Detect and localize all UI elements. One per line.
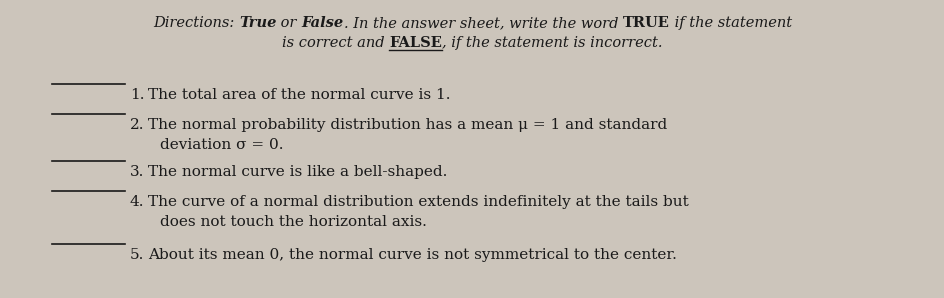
- Text: , if the statement is incorrect.: , if the statement is incorrect.: [442, 36, 662, 50]
- Text: True: True: [239, 16, 277, 30]
- Text: About its mean 0, the normal curve is not symmetrical to the center.: About its mean 0, the normal curve is no…: [148, 248, 676, 262]
- Text: 1.: 1.: [130, 88, 144, 102]
- Text: FALSE: FALSE: [389, 36, 442, 50]
- Text: The total area of the normal curve is 1.: The total area of the normal curve is 1.: [148, 88, 450, 102]
- Text: The normal curve is like a bell-shaped.: The normal curve is like a bell-shaped.: [148, 165, 447, 179]
- Text: The normal probability distribution has a mean μ = 1 and standard: The normal probability distribution has …: [148, 118, 666, 132]
- Text: deviation σ = 0.: deviation σ = 0.: [160, 138, 283, 152]
- Text: 3.: 3.: [130, 165, 144, 179]
- Text: TRUE: TRUE: [622, 16, 669, 30]
- Text: does not touch the horizontal axis.: does not touch the horizontal axis.: [160, 215, 427, 229]
- Text: 5.: 5.: [130, 248, 144, 262]
- Text: Directions:: Directions:: [153, 16, 239, 30]
- Text: or: or: [277, 16, 301, 30]
- Text: False: False: [301, 16, 344, 30]
- Text: 4.: 4.: [130, 195, 144, 209]
- Text: is correct and: is correct and: [282, 36, 389, 50]
- Text: 2.: 2.: [130, 118, 144, 132]
- Text: . In the answer sheet, write the word: . In the answer sheet, write the word: [344, 16, 622, 30]
- Text: if the statement: if the statement: [669, 16, 791, 30]
- Text: The curve of a normal distribution extends indefinitely at the tails but: The curve of a normal distribution exten…: [148, 195, 688, 209]
